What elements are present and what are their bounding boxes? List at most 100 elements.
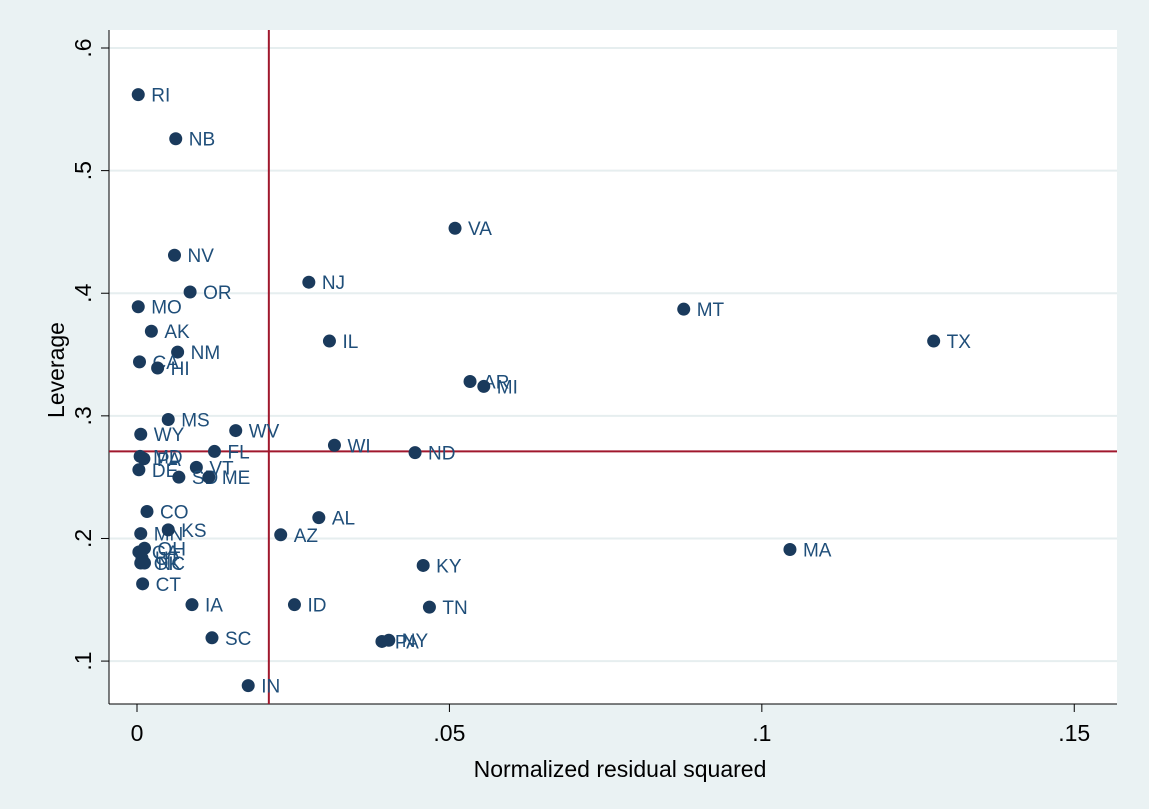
reference-lines: [109, 30, 1117, 704]
data-point: [134, 527, 148, 541]
data-point-label: AK: [164, 322, 190, 343]
data-point: [448, 221, 462, 235]
y-tick-label: .1: [70, 651, 96, 670]
data-point-label: OK: [154, 554, 182, 575]
data-point-label: CO: [160, 502, 189, 523]
data-point: [131, 88, 145, 102]
data-point-label: RI: [151, 86, 170, 107]
data-point-label: PA: [157, 450, 181, 471]
data-point-label: NM: [191, 343, 221, 364]
y-ticks: .1 .2 .3 .4 .5 .6: [70, 38, 109, 671]
y-tick-label: .3: [70, 406, 96, 425]
x-tick-label: .15: [1058, 720, 1090, 746]
data-point: [416, 558, 430, 572]
data-point-label: SC: [225, 629, 251, 650]
data-point-label: FL: [227, 442, 249, 463]
data-point-label: OR: [203, 283, 232, 304]
data-point: [207, 444, 221, 458]
data-point: [161, 523, 175, 537]
data-point-label: ME: [222, 468, 251, 489]
data-point: [783, 543, 797, 557]
data-point: [136, 577, 150, 591]
data-point-label: UT: [155, 549, 181, 570]
data-point-label: WV: [249, 422, 280, 443]
data-point-label: IA: [205, 596, 223, 617]
data-point-label: VT: [209, 458, 234, 479]
y-tick-label: .5: [70, 161, 96, 180]
data-point-label: IL: [342, 332, 358, 353]
axes: [108, 30, 1117, 705]
data-point-label: TX: [947, 332, 972, 353]
data-point-label: ID: [307, 596, 326, 617]
data-point-label: NY: [402, 631, 429, 652]
data-point: [161, 413, 175, 427]
data-point: [312, 511, 326, 525]
data-point: [229, 424, 243, 438]
plot-area: [109, 30, 1117, 704]
data-point: [172, 470, 186, 484]
data-point: [189, 460, 203, 474]
data-point: [205, 631, 219, 645]
x-ticks: 0 .05 .1 .15: [131, 704, 1090, 746]
data-point-label: MI: [497, 377, 518, 398]
data-point-label: GA: [152, 543, 180, 564]
y-tick-label: .2: [70, 529, 96, 548]
data-point-label: NJ: [322, 273, 345, 294]
data-point-label: WI: [347, 436, 370, 457]
y-axis-title: Leverage: [43, 322, 69, 418]
data-point-label: AL: [332, 509, 355, 530]
x-tick-label: 0: [131, 720, 144, 746]
data-point-label: KS: [181, 521, 206, 542]
data-point-label: MO: [151, 298, 182, 319]
data-point-label: NB: [189, 130, 215, 151]
data-point-label: AZ: [294, 526, 319, 547]
data-point-label: VA: [468, 219, 492, 240]
data-point: [408, 446, 422, 460]
data-point: [274, 528, 288, 542]
data-point: [131, 300, 145, 314]
x-tick-label: .05: [433, 720, 465, 746]
data-point: [382, 633, 396, 647]
x-axis-title: Normalized residual squared: [474, 756, 767, 782]
data-point: [677, 302, 691, 316]
data-point: [167, 248, 181, 262]
data-point: [171, 345, 185, 359]
x-tick-label: .1: [752, 720, 771, 746]
data-point: [132, 355, 146, 369]
data-point: [144, 324, 158, 338]
data-point: [322, 334, 336, 348]
data-point-label: OH: [157, 539, 186, 560]
data-point: [422, 600, 436, 614]
data-point-label: HI: [171, 359, 190, 380]
data-point: [477, 379, 491, 393]
data-point-label: MT: [697, 300, 725, 321]
data-point: [241, 679, 255, 693]
data-point: [185, 598, 199, 612]
data-point: [140, 504, 154, 518]
y-tick-label: .4: [70, 283, 96, 302]
data-point: [134, 427, 148, 441]
y-tick-label: .6: [70, 38, 96, 57]
data-point-label: NC: [157, 554, 184, 575]
data-point: [327, 438, 341, 452]
data-point: [287, 598, 301, 612]
data-point-label: DE: [152, 461, 178, 482]
data-point-label: IN: [261, 677, 280, 698]
data-point-label: PA: [395, 632, 419, 653]
data-point: [137, 556, 151, 570]
data-point-label: KY: [436, 556, 462, 577]
data-point: [927, 334, 941, 348]
data-point: [132, 463, 146, 477]
data-point-label: MD: [153, 447, 183, 468]
data-point: [169, 132, 183, 146]
data-point-label: MA: [803, 541, 832, 562]
data-point: [202, 470, 216, 484]
data-point-label: ND: [428, 444, 455, 465]
data-point: [137, 452, 151, 466]
data-point: [302, 275, 316, 289]
data-point-label: CT: [156, 575, 182, 596]
data-point-label: MS: [181, 411, 210, 432]
data-point-label: TN: [442, 598, 467, 619]
